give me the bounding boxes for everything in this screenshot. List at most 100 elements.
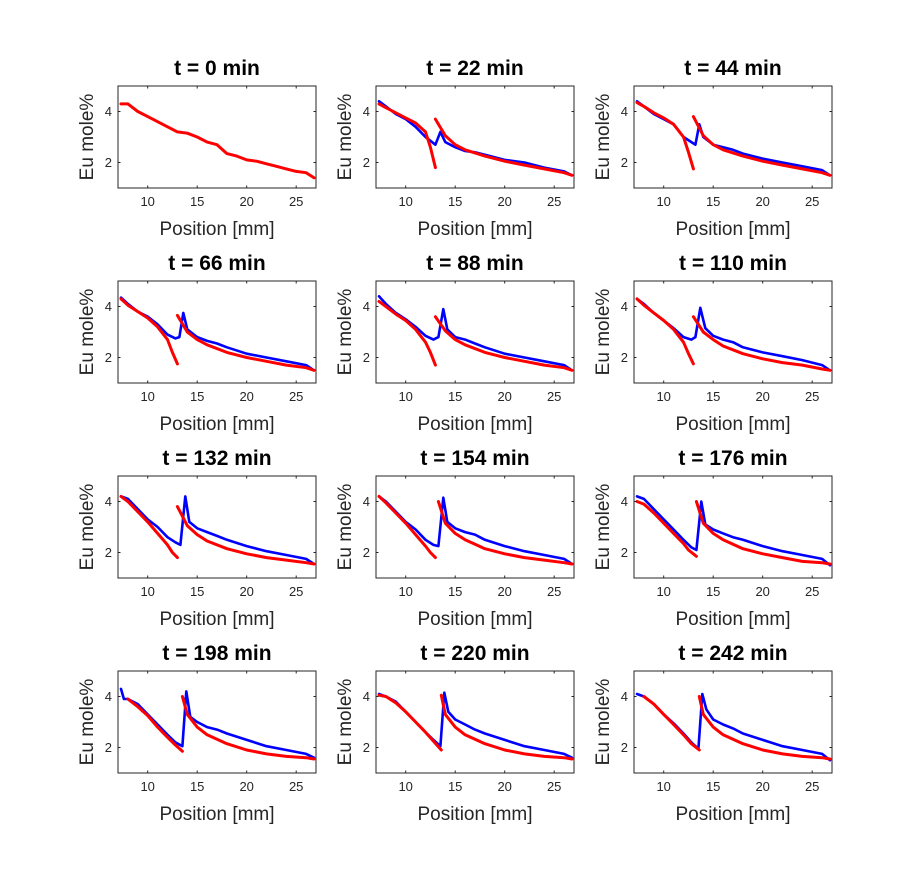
y-tick-label: 4	[363, 494, 370, 509]
x-tick-label: 25	[289, 779, 303, 794]
subplot-title: t = 110 min	[679, 252, 787, 275]
y-tick-label: 2	[621, 740, 628, 755]
subplot-11: 10 15 20 25 2 4 t = 242 min Position [mm] Eu mol…	[593, 642, 833, 825]
x-tick-label: 15	[190, 194, 204, 209]
fit-line-2	[433, 117, 574, 177]
y-tick-label: 4	[621, 689, 628, 704]
x-tick-label: 10	[398, 389, 412, 404]
x-tick-label: 25	[547, 194, 561, 209]
x-tick-label: 25	[805, 779, 819, 794]
y-tick-label: 2	[621, 545, 628, 560]
axes-box	[375, 85, 575, 189]
x-tick-label: 10	[398, 584, 412, 599]
plot-area	[376, 281, 574, 383]
x-axis-label: Position [mm]	[159, 414, 274, 435]
fit-line-2	[694, 500, 832, 566]
x-axis-label: Position [mm]	[417, 609, 532, 630]
subplot-title: t = 44 min	[684, 57, 781, 80]
x-tick-label: 20	[755, 389, 769, 404]
y-tick-label: 2	[363, 545, 370, 560]
x-tick-label: 20	[239, 389, 253, 404]
subplot-3: 10 15 20 25 2 4 t = 66 min Position [mm] Eu mole…	[77, 252, 317, 435]
fit-line-2	[697, 695, 832, 761]
x-tick-label: 10	[140, 389, 154, 404]
x-axis-label: Position [mm]	[675, 219, 790, 240]
y-tick-label: 4	[363, 689, 370, 704]
x-tick-label: 15	[190, 584, 204, 599]
x-tick-label: 20	[497, 779, 511, 794]
fit-line-1	[377, 494, 437, 560]
fit-line-2	[691, 315, 832, 372]
x-tick-label: 15	[448, 584, 462, 599]
y-tick-label: 4	[105, 689, 112, 704]
x-tick-label: 25	[547, 389, 561, 404]
y-axis-label: Eu mole%	[335, 484, 356, 571]
x-tick-label: 10	[656, 194, 670, 209]
axes-box	[117, 280, 317, 384]
x-tick-label: 25	[289, 194, 303, 209]
y-axis-label: Eu mole%	[593, 94, 614, 181]
y-tick-label: 2	[621, 155, 628, 170]
y-tick-label: 4	[621, 494, 628, 509]
measured-line-0	[119, 687, 316, 760]
y-axis-label: Eu mole%	[77, 289, 98, 376]
x-axis-label: Position [mm]	[159, 219, 274, 240]
subplot-title: t = 0 min	[174, 57, 260, 80]
x-tick-label: 15	[706, 389, 720, 404]
y-axis-label: Eu mole%	[593, 484, 614, 571]
x-tick-label: 20	[497, 194, 511, 209]
x-axis-label: Position [mm]	[675, 609, 790, 630]
y-axis-label: Eu mole%	[77, 484, 98, 571]
fit-line-1	[377, 693, 443, 752]
y-tick-label: 4	[363, 104, 370, 119]
y-axis-label: Eu mole%	[335, 289, 356, 376]
x-tick-label: 20	[239, 779, 253, 794]
x-tick-label: 20	[239, 584, 253, 599]
subplot-title: t = 66 min	[168, 252, 265, 275]
x-tick-label: 20	[755, 194, 769, 209]
subplot-2: 10 15 20 25 2 4 t = 44 min Position [mm] Eu mole…	[593, 57, 833, 240]
x-tick-label: 20	[755, 779, 769, 794]
y-tick-label: 2	[363, 155, 370, 170]
plot-area	[118, 281, 316, 383]
x-tick-label: 10	[140, 194, 154, 209]
plot-area	[118, 476, 316, 578]
fit-line-1	[635, 500, 698, 558]
fit-line-0	[119, 102, 316, 180]
x-tick-label: 15	[448, 194, 462, 209]
fit-line-1	[635, 297, 695, 366]
y-axis-label: Eu mole%	[335, 94, 356, 181]
y-tick-label: 2	[621, 350, 628, 365]
subplot-0: 10 15 20 25 2 4 t = 0 min Position [mm] Eu mole%	[77, 57, 317, 240]
plot-area	[376, 86, 574, 188]
y-tick-label: 4	[363, 299, 370, 314]
fit-line-2	[180, 695, 316, 761]
axes-box	[117, 670, 317, 774]
axes-box	[117, 475, 317, 579]
y-axis-label: Eu mole%	[77, 679, 98, 766]
x-axis-label: Position [mm]	[159, 609, 274, 630]
axes-box	[633, 670, 833, 774]
x-axis-label: Position [mm]	[417, 804, 532, 825]
fit-line-2	[175, 313, 316, 372]
y-axis-label: Eu mole%	[593, 679, 614, 766]
subplot-9: 10 15 20 25 2 4 t = 198 min Position [mm] Eu mol…	[77, 642, 317, 825]
x-tick-label: 15	[448, 389, 462, 404]
subplot-4: 10 15 20 25 2 4 t = 88 min Position [mm] Eu mole…	[335, 252, 575, 435]
x-tick-label: 25	[805, 389, 819, 404]
plot-area	[634, 86, 832, 188]
fit-line-1	[377, 102, 437, 170]
x-tick-label: 25	[547, 779, 561, 794]
subplot-title: t = 176 min	[678, 447, 787, 470]
x-tick-label: 15	[190, 779, 204, 794]
fit-line-2	[439, 693, 574, 761]
subplot-7: 10 15 20 25 2 4 t = 154 min Position [mm] Eu mol…	[335, 447, 575, 630]
subplot-title: t = 88 min	[426, 252, 523, 275]
subplot-title: t = 154 min	[420, 447, 529, 470]
subplot-8: 10 15 20 25 2 4 t = 176 min Position [mm] Eu mol…	[593, 447, 833, 630]
x-tick-label: 20	[497, 584, 511, 599]
y-axis-label: Eu mole%	[77, 94, 98, 181]
axes-box	[375, 475, 575, 579]
x-axis-label: Position [mm]	[417, 414, 532, 435]
subplot-title: t = 220 min	[420, 642, 529, 665]
